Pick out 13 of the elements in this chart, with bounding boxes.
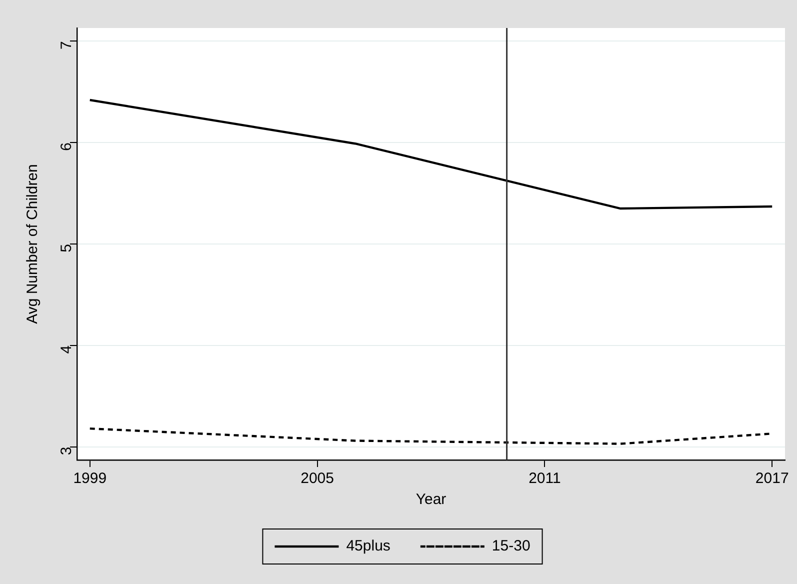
y-tick-label: 6 [58,142,76,151]
x-tick-label: 2017 [755,470,789,488]
y-tick-label: 3 [58,446,76,456]
x-tick-label: 2011 [528,470,561,488]
y-axis-title: Avg Number of Children [24,164,42,324]
y-tick-label: 7 [58,41,76,50]
y-tick-label: 4 [58,345,76,354]
legend-label: 45plus [346,538,390,555]
x-tick-label: 2005 [300,470,334,488]
x-axis-title: Year [416,491,446,508]
x-tick-label: 1999 [73,470,107,488]
legend-label: 15-30 [492,538,530,555]
y-tick-label: 5 [58,244,76,252]
